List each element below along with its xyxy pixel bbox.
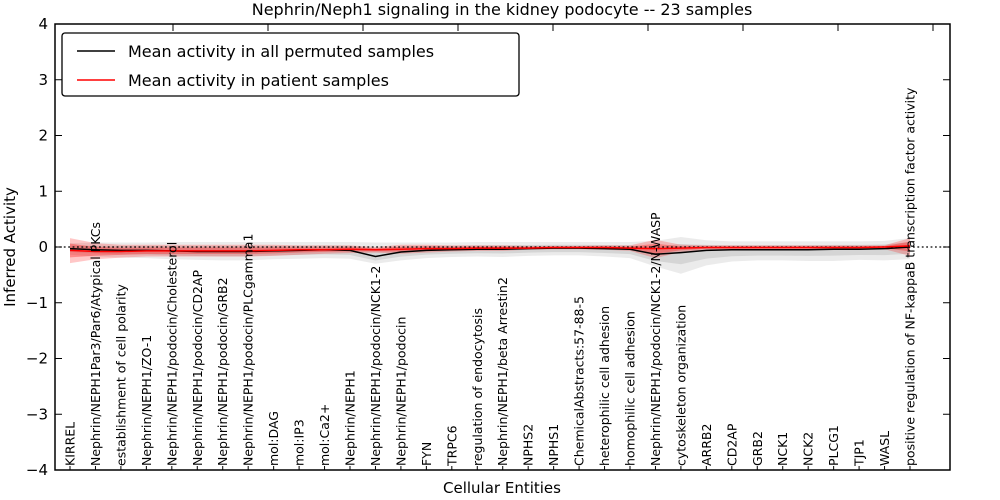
x-category-label: Nephrin/NEPH1 [343,370,358,466]
legend-label-permuted: Mean activity in all permuted samples [128,42,434,61]
x-category-label: Nephrin/NEPH1/podocin/GRB2 [215,277,230,466]
x-category-label: Nephrin/NEPH1/podocin/NCK1-2/N-WASP [648,212,663,466]
y-tick-label: 4 [38,15,48,33]
y-tick-label: 3 [38,71,48,89]
x-category-label: Nephrin/NEPH1/podocin [393,317,408,466]
y-tick-labels: 4 3 2 1 0 −1 −2 −3 −4 [26,15,48,479]
legend-label-patient: Mean activity in patient samples [128,71,389,90]
y-tick-label: −4 [26,461,48,479]
legend: Mean activity in all permuted samples Me… [61,32,520,97]
x-category-label: TRPC6 [444,425,459,467]
x-category-label: ChemicalAbstracts:57-88-5 [572,296,587,466]
x-category-label: Nephrin/NEPH1Par3/Par6/Atypical PKCs [88,222,103,466]
x-category-label: establishment of cell polarity [113,284,128,466]
x-category-label: cytoskeleton organization [673,305,688,466]
x-category-label: KIRREL [63,422,78,466]
x-category-label: Nephrin/NEPH1/podocin/CD2AP [190,270,205,466]
x-category-label: NPHS2 [521,424,536,466]
x-category-label: NCK2 [801,432,816,466]
x-category-label: Nephrin/NEPH1/podocin/Cholesterol [164,242,179,466]
x-category-label: CD2AP [724,423,739,466]
band-outer [70,236,910,274]
x-category-label: ARRB2 [699,424,714,466]
y-tick-label: 0 [38,238,48,256]
x-category-label: NCK1 [775,432,790,466]
x-category-labels: KIRREL Nephrin/NEPH1Par3/Par6/Atypical PK… [63,87,918,467]
mean-line [69,245,911,253]
mean-lines [69,245,911,258]
x-category-label: TJP1 [852,439,867,467]
x-category-label: mol:IP3 [292,419,307,466]
y-tick-label: −3 [26,405,48,423]
chart-title: Nephrin/Neph1 signaling in the kidney po… [252,0,753,19]
x-category-label: Nephrin/NEPH1/podocin/PLCgamma1 [241,234,256,466]
y-tick-label: −1 [26,294,48,312]
x-category-label: Nephrin/NEPH1/beta Arrestin2 [495,277,510,466]
x-category-label: regulation of endocytosis [470,308,485,466]
x-category-label: homophilic cell adhesion [623,311,638,466]
x-category-label: NPHS1 [546,424,561,466]
y-tick-label: −2 [26,350,48,368]
x-category-label: Nephrin/NEPH1/ZO-1 [139,335,154,466]
x-category-label: WASL [877,431,892,466]
y-tick-label: 2 [38,127,48,145]
band-outer [70,238,910,264]
x-category-label: mol:DAG [266,411,281,466]
x-category-label: FYN [419,442,434,466]
y-axis-label: Inferred Activity [1,187,19,307]
legend-box [61,32,520,97]
x-category-label: heterophilic cell adhesion [597,306,612,466]
x-category-label: mol:Ca2+ [317,404,332,466]
confidence-bands [70,236,910,274]
x-category-label: PLCG1 [826,425,841,466]
x-axis-label: Cellular Entities [443,479,561,497]
y-tick-label: 1 [38,182,48,200]
x-category-label: positive regulation of NF-kappaB transcr… [903,87,918,466]
x-category-label: Nephrin/NEPH1/podocin/NCK1-2 [368,266,383,466]
x-category-label: GRB2 [750,431,765,466]
plot-frame [54,23,951,471]
